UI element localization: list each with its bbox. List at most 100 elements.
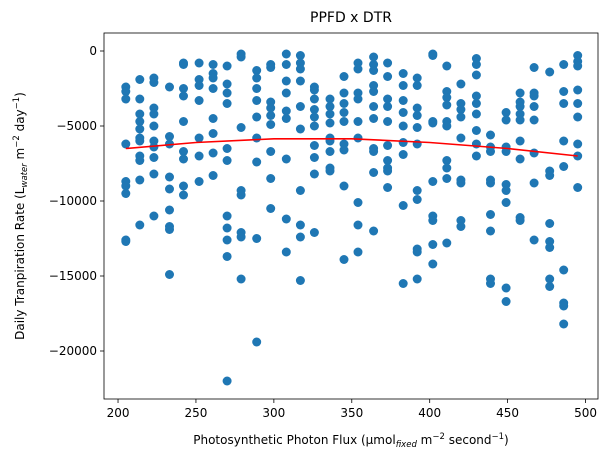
data-point — [412, 195, 422, 204]
data-point — [266, 63, 276, 72]
data-point — [222, 252, 232, 261]
data-point — [573, 183, 583, 192]
data-point — [339, 255, 349, 264]
data-point — [309, 121, 319, 131]
data-point — [309, 228, 319, 237]
data-point — [208, 84, 218, 93]
data-point — [179, 147, 188, 156]
data-point — [194, 81, 204, 90]
data-point — [369, 87, 379, 96]
data-point — [383, 72, 393, 81]
x-axis-label: Photosynthetic Photon Flux (µmolfixed m−… — [193, 432, 508, 450]
data-point — [252, 133, 262, 143]
data-point — [339, 145, 349, 155]
data-point — [442, 156, 452, 165]
data-point — [412, 139, 422, 149]
data-point — [573, 139, 583, 149]
data-point — [442, 163, 452, 173]
data-point — [222, 211, 232, 221]
data-point — [428, 259, 438, 269]
data-point — [412, 274, 422, 284]
data-point — [486, 147, 495, 156]
data-point — [194, 177, 204, 186]
data-point — [398, 150, 408, 159]
data-point — [309, 85, 319, 95]
data-point — [281, 88, 291, 98]
data-point — [222, 376, 232, 386]
data-point — [428, 118, 438, 128]
data-point — [412, 81, 422, 90]
data-point — [236, 123, 246, 132]
data-point — [398, 279, 408, 288]
data-point — [252, 66, 262, 75]
y-tick-label: −10000 — [49, 194, 97, 208]
data-point — [442, 238, 452, 248]
data-point — [325, 136, 335, 146]
x-tick-label: 450 — [496, 406, 519, 420]
data-point — [383, 58, 393, 68]
data-point — [559, 136, 569, 146]
data-point — [222, 79, 232, 89]
data-point — [456, 133, 466, 143]
data-point — [252, 84, 262, 93]
data-point — [281, 49, 291, 59]
data-point — [501, 186, 511, 195]
data-point — [529, 115, 539, 125]
data-point — [442, 61, 452, 71]
data-point — [353, 198, 363, 207]
data-point — [165, 132, 174, 141]
x-tick-label: 300 — [262, 406, 285, 420]
data-point — [383, 102, 393, 111]
data-point — [456, 112, 466, 122]
data-point — [179, 84, 188, 93]
data-point — [501, 108, 511, 117]
data-point — [456, 79, 466, 89]
data-point — [149, 121, 159, 131]
data-point — [208, 60, 218, 69]
data-point — [339, 181, 349, 191]
data-point — [428, 177, 438, 186]
data-point — [353, 94, 363, 104]
data-point — [529, 91, 539, 101]
data-point — [471, 139, 481, 149]
data-point — [325, 109, 335, 119]
data-point — [501, 198, 511, 207]
data-point — [486, 130, 495, 140]
data-point — [486, 226, 495, 236]
data-point — [295, 276, 305, 285]
data-point — [149, 142, 159, 152]
data-point — [353, 117, 363, 126]
data-point — [121, 87, 131, 96]
data-point — [559, 301, 569, 311]
data-point — [236, 232, 246, 242]
x-tick-label: 400 — [418, 406, 441, 420]
y-tick-label: −5000 — [56, 119, 97, 133]
data-point — [412, 103, 422, 113]
data-point — [135, 175, 145, 185]
data-point — [471, 126, 481, 135]
data-point — [353, 133, 363, 143]
data-point — [353, 64, 363, 74]
data-point — [325, 94, 335, 104]
chart-title: PPFD x DTR — [310, 10, 392, 26]
data-point — [515, 216, 525, 225]
data-point — [325, 102, 335, 111]
y-tick-label: −15000 — [49, 269, 97, 283]
data-point — [369, 66, 379, 75]
data-point — [486, 178, 495, 188]
data-point — [545, 67, 555, 77]
plot-frame — [103, 32, 599, 400]
data-point — [515, 115, 525, 125]
data-point — [353, 247, 363, 257]
data-point — [194, 96, 204, 105]
data-point — [309, 105, 319, 114]
data-point — [281, 247, 291, 257]
data-point — [545, 282, 555, 291]
data-point — [252, 112, 262, 122]
data-point — [501, 283, 511, 293]
data-point — [222, 156, 232, 165]
data-point — [369, 114, 379, 123]
data-point — [295, 64, 305, 74]
data-point — [398, 121, 408, 131]
data-point — [281, 214, 291, 224]
